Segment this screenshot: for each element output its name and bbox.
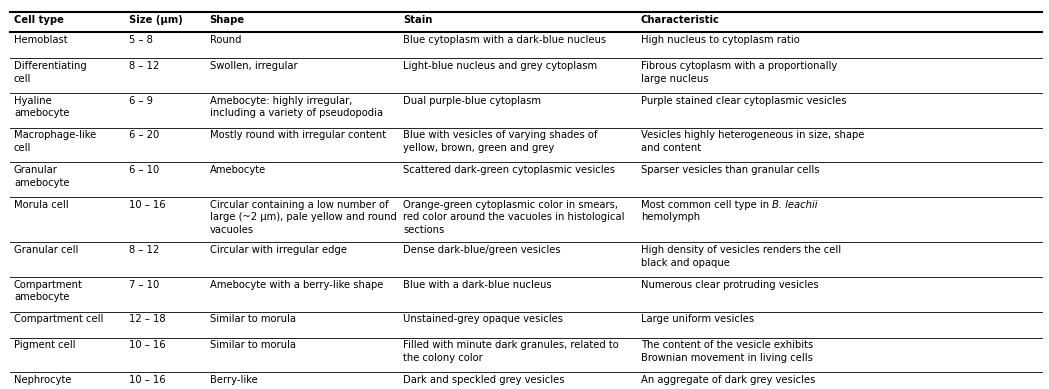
Text: Dark and speckled grey vesicles: Dark and speckled grey vesicles xyxy=(403,375,564,385)
Text: Swollen, irregular: Swollen, irregular xyxy=(210,61,297,71)
Text: Vesicles highly heterogeneous in size, shape
and content: Vesicles highly heterogeneous in size, s… xyxy=(641,130,864,153)
Text: Numerous clear protruding vesicles: Numerous clear protruding vesicles xyxy=(641,280,818,290)
Text: Cell type: Cell type xyxy=(14,15,64,25)
Text: Dense dark-blue/green vesicles: Dense dark-blue/green vesicles xyxy=(403,245,561,255)
Text: Amebocyte with a berry-like shape: Amebocyte with a berry-like shape xyxy=(210,280,383,290)
Text: Hyaline
amebocyte: Hyaline amebocyte xyxy=(14,96,69,119)
Text: Unstained-grey opaque vesicles: Unstained-grey opaque vesicles xyxy=(403,314,563,324)
Text: 5 – 8: 5 – 8 xyxy=(129,35,153,45)
Text: Amebocyte: highly irregular,
including a variety of pseudopodia: Amebocyte: highly irregular, including a… xyxy=(210,96,383,119)
Text: High density of vesicles renders the cell
black and opaque: High density of vesicles renders the cel… xyxy=(641,245,840,268)
Text: Dual purple-blue cytoplasm: Dual purple-blue cytoplasm xyxy=(403,96,541,106)
Text: Amebocyte: Amebocyte xyxy=(210,165,265,175)
Text: Most common cell type in: Most common cell type in xyxy=(641,200,772,210)
Text: Scattered dark-green cytoplasmic vesicles: Scattered dark-green cytoplasmic vesicle… xyxy=(403,165,615,175)
Text: Filled with minute dark granules, related to
the colony color: Filled with minute dark granules, relate… xyxy=(403,340,619,363)
Text: 10 – 16: 10 – 16 xyxy=(129,375,166,385)
Text: Large uniform vesicles: Large uniform vesicles xyxy=(641,314,754,324)
Text: 8 – 12: 8 – 12 xyxy=(129,61,159,71)
Text: The content of the vesicle exhibits
Brownian movement in living cells: The content of the vesicle exhibits Brow… xyxy=(641,340,813,363)
Text: Characteristic: Characteristic xyxy=(641,15,720,25)
Text: 10 – 16: 10 – 16 xyxy=(129,200,166,210)
Text: 6 – 9: 6 – 9 xyxy=(129,96,153,106)
Text: Nephrocyte: Nephrocyte xyxy=(14,375,71,385)
Text: Purple stained clear cytoplasmic vesicles: Purple stained clear cytoplasmic vesicle… xyxy=(641,96,847,106)
Text: Fibrous cytoplasm with a proportionally
large nucleus: Fibrous cytoplasm with a proportionally … xyxy=(641,61,837,84)
Text: Stain: Stain xyxy=(403,15,432,25)
Text: 6 – 20: 6 – 20 xyxy=(129,130,159,140)
Text: Size (μm): Size (μm) xyxy=(129,15,183,25)
Text: 8 – 12: 8 – 12 xyxy=(129,245,159,255)
Text: 12 – 18: 12 – 18 xyxy=(129,314,166,324)
Text: Berry-like: Berry-like xyxy=(210,375,257,385)
Text: hemolymph: hemolymph xyxy=(641,212,700,223)
Text: Granular
amebocyte: Granular amebocyte xyxy=(14,165,69,188)
Text: 10 – 16: 10 – 16 xyxy=(129,340,166,350)
Text: Similar to morula: Similar to morula xyxy=(210,314,296,324)
Text: Round: Round xyxy=(210,35,241,45)
Text: Macrophage-like
cell: Macrophage-like cell xyxy=(14,130,97,153)
Text: An aggregate of dark grey vesicles: An aggregate of dark grey vesicles xyxy=(641,375,815,385)
Text: 7 – 10: 7 – 10 xyxy=(129,280,159,290)
Text: Morula cell: Morula cell xyxy=(14,200,68,210)
Text: Sparser vesicles than granular cells: Sparser vesicles than granular cells xyxy=(641,165,819,175)
Text: Blue with a dark-blue nucleus: Blue with a dark-blue nucleus xyxy=(403,280,552,290)
Text: Hemoblast: Hemoblast xyxy=(14,35,67,45)
Text: Shape: Shape xyxy=(210,15,244,25)
Text: Granular cell: Granular cell xyxy=(14,245,79,255)
Text: Pigment cell: Pigment cell xyxy=(14,340,76,350)
Text: Circular containing a low number of
large (~2 μm), pale yellow and round
vacuole: Circular containing a low number of larg… xyxy=(210,200,397,235)
Text: Blue cytoplasm with a dark-blue nucleus: Blue cytoplasm with a dark-blue nucleus xyxy=(403,35,606,45)
Text: Circular with irregular edge: Circular with irregular edge xyxy=(210,245,346,255)
Text: Similar to morula: Similar to morula xyxy=(210,340,296,350)
Text: Differentiating
cell: Differentiating cell xyxy=(14,61,87,84)
Text: Compartment cell: Compartment cell xyxy=(14,314,103,324)
Text: Orange-green cytoplasmic color in smears,
red color around the vacuoles in histo: Orange-green cytoplasmic color in smears… xyxy=(403,200,624,235)
Text: High nucleus to cytoplasm ratio: High nucleus to cytoplasm ratio xyxy=(641,35,799,45)
Text: Compartment
amebocyte: Compartment amebocyte xyxy=(14,280,83,303)
Text: 6 – 10: 6 – 10 xyxy=(129,165,159,175)
Text: B. leachii: B. leachii xyxy=(771,200,817,210)
Text: Blue with vesicles of varying shades of
yellow, brown, green and grey: Blue with vesicles of varying shades of … xyxy=(403,130,598,153)
Text: Mostly round with irregular content: Mostly round with irregular content xyxy=(210,130,386,140)
Text: Light-blue nucleus and grey cytoplasm: Light-blue nucleus and grey cytoplasm xyxy=(403,61,597,71)
